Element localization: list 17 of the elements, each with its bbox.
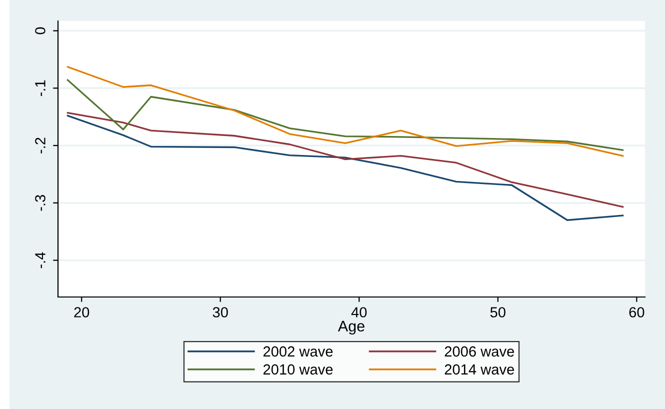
legend-label: 2002 wave: [263, 346, 333, 357]
x-tick-label: 50: [490, 307, 506, 318]
x-tick-label: 30: [212, 307, 228, 318]
y-tick-label: -.2: [35, 138, 46, 154]
x-tick-label: 60: [629, 307, 644, 318]
legend-label: 2014 wave: [444, 364, 514, 375]
y-tick-label: 0: [35, 27, 46, 34]
y-tick-label: -.3: [35, 195, 46, 211]
x-tick-label: 40: [351, 307, 367, 318]
x-tick-label: 20: [74, 307, 90, 318]
legend-label: 2006 wave: [444, 346, 514, 357]
legend-label: 2010 wave: [263, 364, 333, 375]
line-series: [66, 79, 624, 151]
y-tick-label: -.1: [35, 80, 46, 96]
x-axis-title: Age: [338, 320, 364, 335]
y-tick-label: -.4: [35, 252, 46, 268]
line-series: [66, 66, 624, 157]
